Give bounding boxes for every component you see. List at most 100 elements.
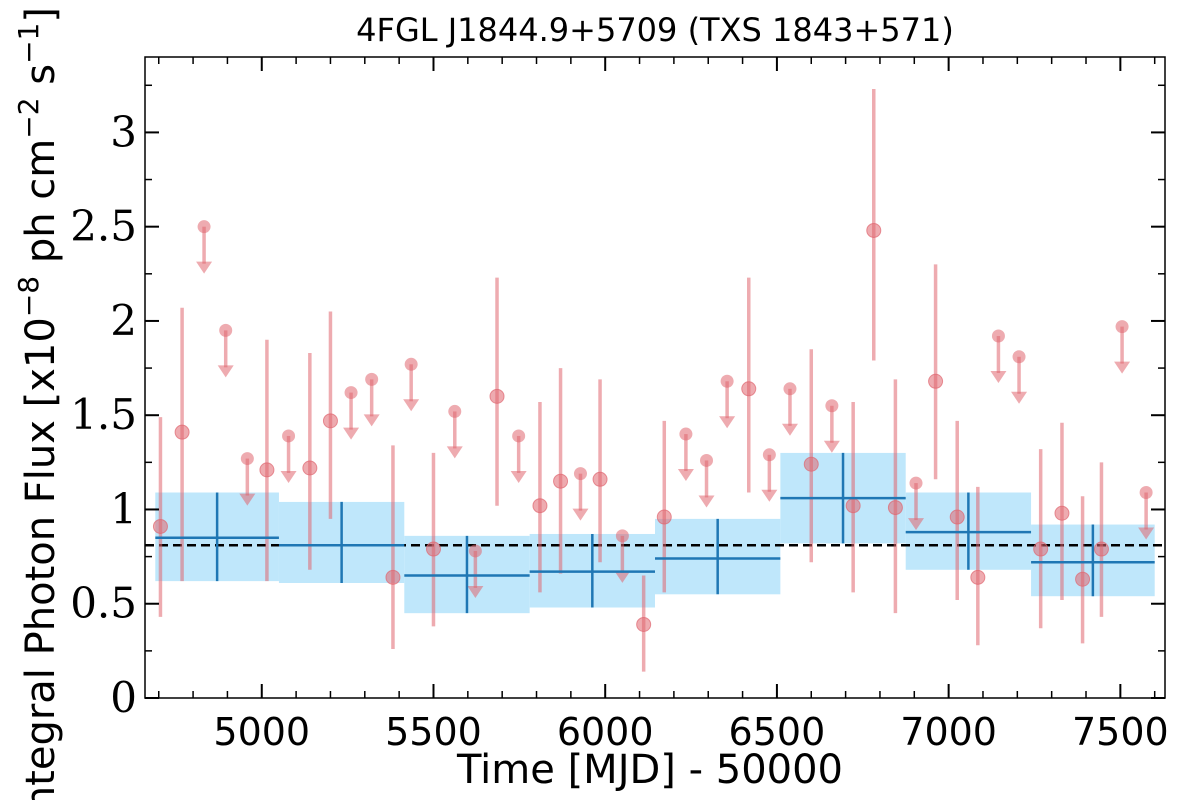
upper-limit-arrow [363, 414, 380, 427]
monthly-marker [887, 500, 903, 516]
upper-limit-marker [1115, 320, 1129, 334]
x-tick-label: 5000 [213, 710, 310, 754]
upper-limit-marker [219, 323, 233, 337]
monthly-point-3 [217, 323, 234, 378]
upper-limit-marker [825, 399, 839, 413]
upper-limit-marker [700, 453, 714, 467]
monthly-marker [532, 498, 548, 514]
x-tick-label: 7500 [1072, 710, 1169, 754]
monthly-point-6 [280, 429, 297, 483]
monthly-point-13 [425, 452, 441, 627]
monthly-point-19 [553, 368, 569, 574]
monthly-marker [845, 498, 861, 514]
monthly-point-21 [592, 379, 608, 563]
monthly-marker [385, 569, 401, 585]
upper-limit-arrow [446, 446, 463, 459]
upper-limit-arrow [403, 399, 420, 412]
monthly-point-24 [656, 420, 672, 593]
upper-limit-arrow [761, 489, 778, 502]
monthly-point-32 [823, 399, 840, 453]
upper-limit-arrow [343, 427, 360, 440]
monthly-marker [174, 424, 190, 440]
monthly-point-28 [741, 277, 757, 493]
monthly-point-23 [636, 575, 652, 672]
upper-limit-arrow [510, 470, 527, 483]
y-tick-label: 2 [110, 296, 137, 345]
upper-limit-arrow [1114, 361, 1131, 374]
upper-limit-arrow [990, 371, 1007, 384]
upper-limit-marker [468, 544, 482, 558]
chart-title: 4FGL J1844.9+5709 (TXS 1843+571) [356, 11, 954, 49]
monthly-point-18 [532, 402, 548, 593]
monthly-marker [656, 509, 672, 525]
upper-limit-arrow [572, 508, 589, 521]
monthly-point-4 [239, 452, 256, 506]
upper-limit-arrow [196, 261, 213, 274]
upper-limit-marker [783, 382, 797, 396]
yearly-point-3 [529, 533, 655, 608]
y-tick-label: 2.5 [70, 202, 137, 251]
monthly-point-41 [1011, 350, 1028, 404]
upper-limit-arrow [1011, 391, 1028, 404]
monthly-point-36 [908, 476, 925, 531]
monthly-point-5 [259, 339, 275, 582]
monthly-point-12 [403, 357, 420, 412]
monthly-point-45 [1093, 462, 1109, 617]
monthly-point-35 [887, 379, 903, 614]
monthly-point-34 [866, 89, 882, 361]
y-tick-label: 1.5 [70, 390, 137, 439]
x-axis-label: Time [MJD] - 50000 [456, 747, 843, 793]
monthly-point-10 [363, 372, 380, 427]
x-tick-label: 6000 [557, 710, 654, 754]
upper-limit-arrow [781, 423, 798, 436]
monthly-point-22 [614, 529, 631, 583]
upper-limit-arrow [467, 585, 484, 598]
monthly-point-40 [990, 329, 1007, 384]
monthly-point-15 [467, 544, 484, 598]
y-tick-label: 3 [110, 107, 137, 156]
upper-limit-arrow [823, 440, 840, 453]
monthly-point-46 [1114, 320, 1131, 374]
monthly-point-7 [302, 352, 318, 570]
upper-limit-marker [197, 220, 211, 234]
monthly-point-9 [343, 386, 360, 440]
yearly-point-2 [404, 535, 530, 614]
y-tick-label: 1 [110, 484, 137, 533]
upper-limit-arrow [698, 495, 715, 508]
monthly-marker [949, 509, 965, 525]
monthly-point-1 [174, 307, 190, 582]
y-axis-label: Integral Photon Flux [x10−8 ph cm−2 s−1] [12, 7, 64, 800]
monthly-point-2 [196, 220, 213, 274]
upper-limit-marker [720, 374, 734, 388]
monthly-point-26 [698, 453, 715, 508]
monthly-marker [970, 569, 986, 585]
yearly-point-1 [278, 501, 405, 583]
monthly-marker [1054, 505, 1070, 521]
upper-limit-marker [512, 429, 526, 443]
monthly-point-37 [928, 264, 944, 480]
monthly-point-0 [152, 417, 168, 617]
monthly-marker [259, 462, 275, 478]
monthly-marker [803, 456, 819, 472]
monthly-point-44 [1075, 496, 1091, 644]
monthly-marker [425, 541, 441, 557]
monthly-marker [553, 473, 569, 489]
monthly-point-17 [510, 429, 527, 483]
yearly-point-0 [155, 492, 279, 582]
upper-limit-marker [762, 448, 776, 462]
monthly-marker [152, 518, 168, 534]
monthly-marker [322, 413, 338, 429]
upper-limit-arrow [719, 416, 736, 429]
x-tick-label: 6500 [729, 710, 826, 754]
monthly-point-16 [489, 277, 505, 506]
x-tick-label: 5500 [385, 710, 482, 754]
monthly-marker [1075, 571, 1091, 587]
monthly-marker [302, 460, 318, 476]
yearly-point-6 [905, 492, 1032, 570]
yearly-point-5 [780, 452, 906, 544]
monthly-marker [1033, 541, 1049, 557]
plot-frame [144, 56, 1166, 699]
upper-limit-arrow [677, 469, 694, 482]
upper-limit-arrow [239, 493, 256, 506]
